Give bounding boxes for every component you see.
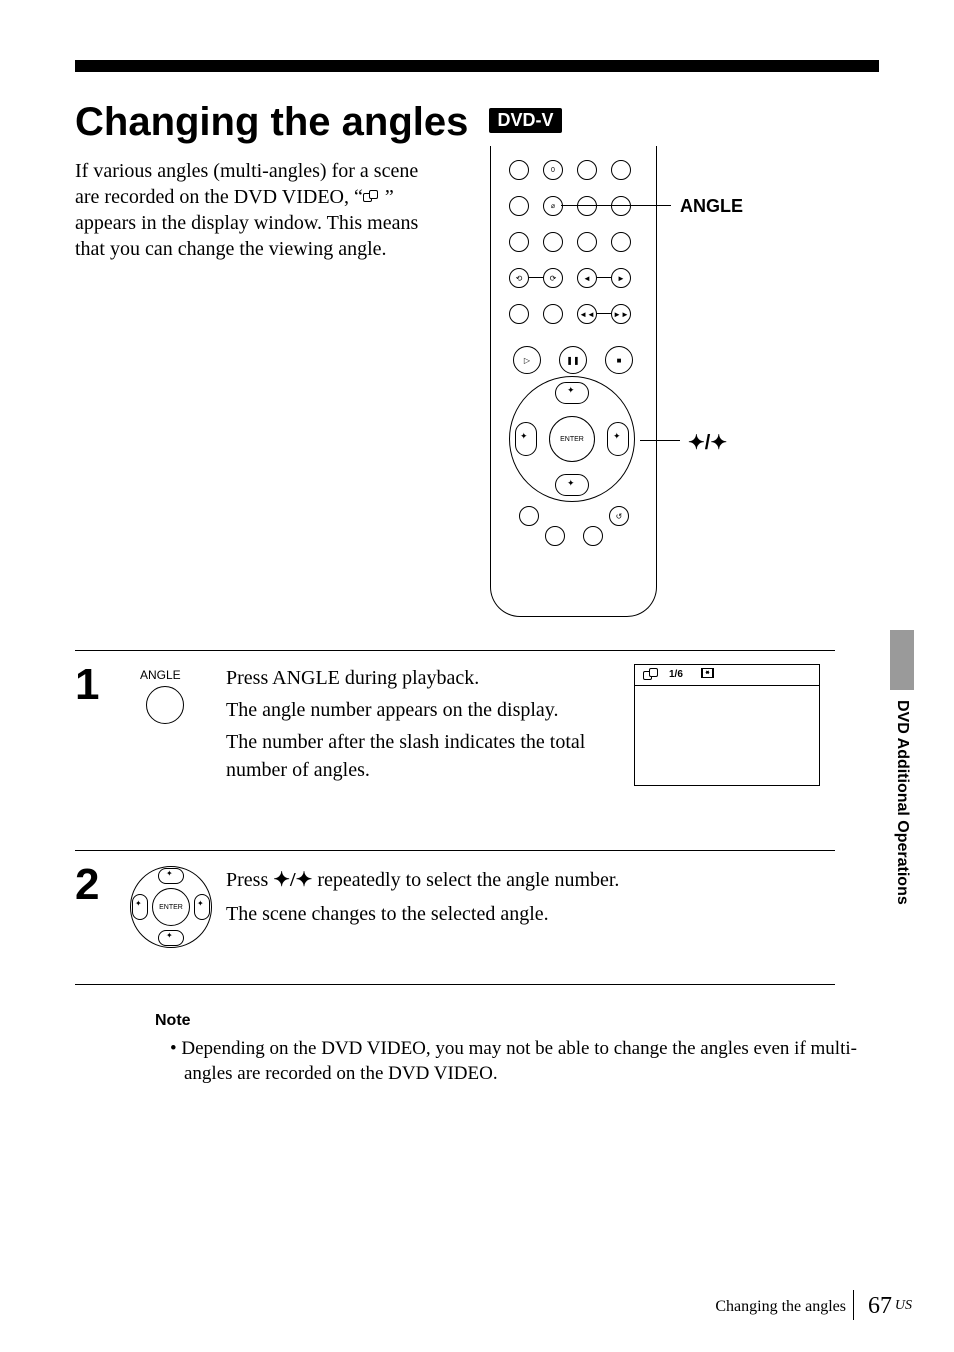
remote-pause-button: ❚❚ (559, 346, 587, 374)
remote-button: ► (611, 268, 631, 288)
callout-line-angle (561, 205, 671, 206)
right-arrow-icon: ✦ (296, 869, 313, 891)
footer-divider (853, 1290, 854, 1320)
remote-button (509, 232, 529, 252)
remote-button: ◄ (577, 268, 597, 288)
remote-button (545, 526, 565, 546)
remote-button: ◄◄ (577, 304, 597, 324)
section-side-label: DVD Additional Operations (893, 700, 911, 905)
footer-section-title: Changing the angles (715, 1298, 846, 1316)
footer-page-number: 67 (868, 1293, 892, 1320)
remote-button (577, 196, 597, 216)
callout-line-arrows (640, 440, 680, 441)
step1-icon-label: ANGLE (140, 668, 181, 682)
steps-top-divider (75, 650, 835, 651)
manual-page: Changing the angles DVD-V If various ang… (0, 0, 954, 1352)
remote-button (509, 196, 529, 216)
step2-dpad-icon: ENTER ✦ ✦ ✦ ✦ (132, 868, 208, 944)
title-text: Changing the angles (75, 100, 468, 144)
remote-diagram: 0 ⌀ ⟲ ⟳ ◄ ► ◄◄ ►► ▷ ❚❚ ■ ENT (490, 146, 657, 617)
callout-angle-label: ANGLE (680, 196, 743, 217)
left-arrow-icon: ✦ (688, 432, 705, 454)
callout-arrows-label: ✦/✦ (688, 430, 727, 455)
note-heading: Note (155, 1012, 191, 1030)
remote-button (509, 304, 529, 324)
osd-display: 1/6 ◄► (634, 664, 820, 786)
remote-button: 0 (543, 160, 563, 180)
dvd-v-badge: DVD-V (489, 108, 561, 133)
angle-icon (363, 190, 385, 204)
remote-button (583, 526, 603, 546)
right-arrow-icon: ✦ (710, 432, 727, 454)
remote-enter-button: ENTER (549, 416, 595, 462)
remote-button (611, 232, 631, 252)
step2-line2: The scene changes to the selected angle. (226, 900, 786, 928)
remote-button (519, 506, 539, 526)
remote-button: ⟲ (509, 268, 529, 288)
step1-number: 1 (75, 660, 99, 710)
steps-end-divider (75, 984, 835, 985)
remote-button (543, 304, 563, 324)
section-tab (890, 630, 914, 690)
remote-button (543, 232, 563, 252)
footer-region: US (895, 1298, 912, 1314)
intro-paragraph: If various angles (multi-angles) for a s… (75, 158, 445, 262)
remote-dpad: ENTER ✦ ✦ ✦ ✦ (515, 382, 627, 494)
step1-line3: The number after the slash indicates the… (226, 728, 626, 784)
remote-button: ►► (611, 304, 631, 324)
steps-mid-divider (75, 850, 835, 851)
osd-value: 1/6 (669, 669, 683, 680)
header-rule (75, 60, 879, 72)
left-arrow-icon: ✦ (273, 869, 290, 891)
step1-line2: The angle number appears on the display. (226, 696, 606, 724)
remote-button: ⟳ (543, 268, 563, 288)
step2-line1: Press ✦/✦ repeatedly to select the angle… (226, 866, 786, 894)
remote-button (577, 232, 597, 252)
remote-angle-button: ⌀ (543, 196, 563, 216)
note-text: • Depending on the DVD VIDEO, you may no… (170, 1036, 884, 1086)
step1-line1: Press ANGLE during playback. (226, 664, 606, 692)
remote-button: ↺ (609, 506, 629, 526)
step2-number: 2 (75, 860, 99, 910)
remote-play-button: ▷ (513, 346, 541, 374)
remote-button (611, 196, 631, 216)
page-title: Changing the angles DVD-V (75, 100, 562, 145)
remote-stop-button: ■ (605, 346, 633, 374)
angle-button-icon (146, 686, 184, 724)
remote-button (611, 160, 631, 180)
remote-button (577, 160, 597, 180)
remote-button (509, 160, 529, 180)
